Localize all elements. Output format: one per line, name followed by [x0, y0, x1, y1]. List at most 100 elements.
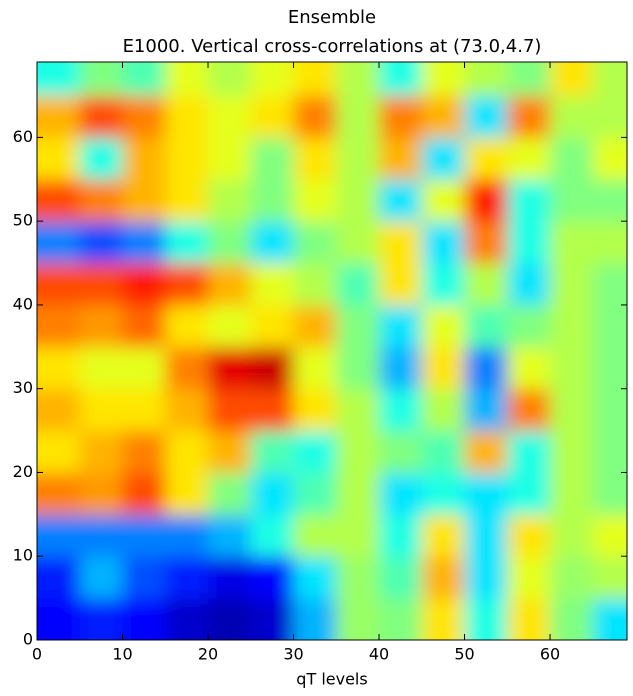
- contour-cell: [208, 598, 252, 640]
- contour-cell: [507, 95, 551, 138]
- contour-cell: [336, 388, 380, 432]
- contour-cell: [464, 346, 508, 390]
- contour-cell: [421, 304, 466, 348]
- contour-cell: [592, 263, 627, 306]
- contour-cell: [592, 95, 627, 138]
- contour-cell: [122, 472, 166, 515]
- contour-cell: [208, 137, 252, 180]
- contour-cell: [122, 179, 166, 222]
- x-tick-label: 60: [540, 645, 560, 664]
- contour-cell: [379, 388, 423, 432]
- contour-cell: [464, 472, 508, 515]
- contour-cell: [592, 62, 627, 97]
- chart-title: Ensemble: [288, 7, 376, 28]
- contour-cell: [379, 514, 423, 557]
- contour-cell: [550, 388, 594, 432]
- contour-cell: [122, 514, 166, 557]
- contour-cell: [79, 556, 124, 599]
- contour-cell: [293, 95, 337, 138]
- contour-cell: [122, 598, 166, 640]
- contour-cell: [293, 430, 337, 473]
- y-tick-label: 60: [13, 127, 33, 146]
- contour-cell: [250, 472, 295, 515]
- contour-cell: [208, 304, 252, 348]
- contour-cell: [165, 179, 209, 222]
- contour-cell: [37, 263, 81, 306]
- x-axis-label: qT levels: [296, 670, 367, 689]
- contour-cell: [165, 263, 209, 306]
- contour-cell: [250, 137, 295, 180]
- contour-cell: [507, 304, 551, 348]
- contour-cell: [336, 598, 380, 640]
- contour-cell: [592, 388, 627, 432]
- contour-cell: [550, 346, 594, 390]
- contour-cell: [421, 514, 466, 557]
- contour-cell: [250, 304, 295, 348]
- contour-cell: [79, 137, 124, 180]
- y-tick-label: 30: [13, 378, 33, 397]
- contour-cell: [165, 62, 209, 97]
- x-tick-label: 50: [454, 645, 474, 664]
- contour-cell: [507, 62, 551, 97]
- contour-cell: [250, 430, 295, 473]
- contour-cell: [37, 137, 81, 180]
- contour-cell: [550, 62, 594, 97]
- contour-cell: [336, 221, 380, 264]
- plot-frame: [36, 61, 628, 641]
- contour-cell: [37, 62, 81, 97]
- contour-cell: [79, 430, 124, 473]
- contour-cell: [37, 304, 81, 348]
- contour-cell: [550, 221, 594, 264]
- axes: 0 10 20 30 40 50 60 0 10 20 30 40 50 60: [13, 61, 628, 664]
- contour-cell: [507, 346, 551, 390]
- contour-cell: [250, 346, 295, 390]
- contour-cell: [421, 137, 466, 180]
- contour-cell: [79, 179, 124, 222]
- contour-cell: [293, 304, 337, 348]
- contour-cell: [165, 346, 209, 390]
- contour-cell: [507, 430, 551, 473]
- contour-cell: [165, 388, 209, 432]
- x-tick-label: 40: [369, 645, 389, 664]
- contour-cell: [165, 430, 209, 473]
- contour-cell: [37, 514, 81, 557]
- contour-cell: [293, 137, 337, 180]
- contour-cell: [208, 514, 252, 557]
- contour-cell: [379, 95, 423, 138]
- contour-cell: [165, 472, 209, 515]
- contour-cell: [79, 514, 124, 557]
- contour-cell: [165, 221, 209, 264]
- contour-cell: [37, 598, 81, 640]
- y-tick-label: 50: [13, 211, 33, 230]
- x-tick-label: 30: [283, 645, 303, 664]
- contour-cell: [464, 556, 508, 599]
- contour-cell: [122, 62, 166, 97]
- contour-cell: [421, 179, 466, 222]
- contour-cell: [379, 221, 423, 264]
- contour-cell: [37, 430, 81, 473]
- contour-cell: [250, 598, 295, 640]
- y-tick-label: 0: [23, 630, 33, 649]
- contour-cell: [208, 472, 252, 515]
- contour-cell: [293, 221, 337, 264]
- contour-cell: [464, 62, 508, 97]
- contour-cell: [79, 95, 124, 138]
- contour-cell: [464, 263, 508, 306]
- contour-cell: [507, 472, 551, 515]
- contour-cell: [122, 430, 166, 473]
- contour-cell: [550, 304, 594, 348]
- contour-cell: [592, 179, 627, 222]
- contour-cell: [79, 304, 124, 348]
- contour-cell: [464, 137, 508, 180]
- contour-cell: [336, 179, 380, 222]
- contour-cell: [79, 388, 124, 432]
- contour-cell: [507, 514, 551, 557]
- contour-cell: [336, 556, 380, 599]
- contour-cell: [293, 514, 337, 557]
- contour-cell: [421, 95, 466, 138]
- contour-cell: [79, 263, 124, 306]
- contour-cell: [208, 179, 252, 222]
- contour-cell: [79, 598, 124, 640]
- x-tick-label: 10: [112, 645, 132, 664]
- contour-cell: [464, 95, 508, 138]
